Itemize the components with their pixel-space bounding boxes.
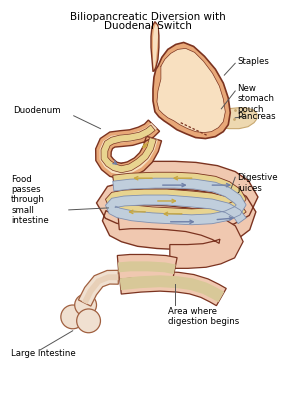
Text: Pancreas: Pancreas (237, 112, 276, 121)
Polygon shape (151, 22, 159, 71)
Polygon shape (118, 261, 176, 274)
Polygon shape (118, 217, 231, 257)
Text: Biliopancreatic Diversion with: Biliopancreatic Diversion with (70, 12, 226, 22)
Polygon shape (153, 24, 158, 69)
Polygon shape (120, 275, 224, 302)
Text: Food
passes
through
small
intestine: Food passes through small intestine (11, 175, 49, 225)
Polygon shape (117, 205, 243, 268)
Polygon shape (157, 48, 225, 133)
Polygon shape (96, 120, 162, 179)
Polygon shape (117, 255, 177, 281)
Polygon shape (106, 172, 246, 219)
Text: Large intestine: Large intestine (11, 349, 76, 358)
Polygon shape (104, 128, 153, 169)
Text: Duodenal Switch: Duodenal Switch (104, 21, 192, 30)
Polygon shape (100, 123, 158, 175)
Polygon shape (119, 271, 226, 306)
Polygon shape (194, 108, 257, 129)
Text: Area where
digestion begins: Area where digestion begins (168, 307, 239, 326)
Polygon shape (78, 270, 118, 306)
Circle shape (77, 309, 100, 333)
Polygon shape (101, 125, 156, 173)
Text: Staples: Staples (237, 57, 269, 66)
Text: Duodenum: Duodenum (13, 106, 61, 115)
Polygon shape (82, 274, 118, 305)
Polygon shape (110, 175, 244, 236)
Circle shape (75, 294, 97, 316)
Text: Digestive
juices: Digestive juices (237, 173, 278, 192)
Polygon shape (97, 161, 258, 249)
Circle shape (61, 305, 85, 329)
Polygon shape (110, 177, 242, 215)
Polygon shape (110, 183, 242, 221)
Text: New
stomach
pouch: New stomach pouch (237, 84, 274, 114)
Polygon shape (106, 178, 246, 225)
Polygon shape (153, 42, 230, 139)
